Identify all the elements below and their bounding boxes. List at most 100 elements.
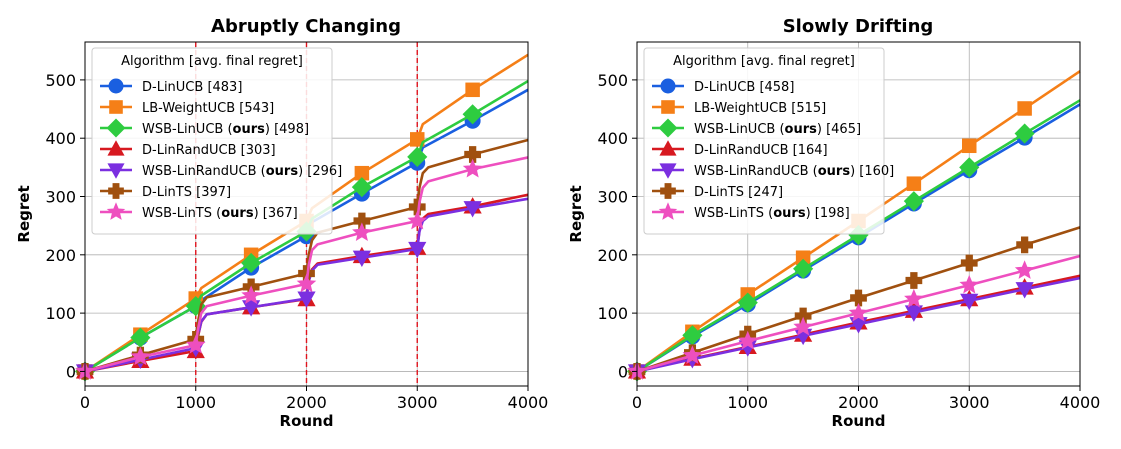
data-point-plus [1016,236,1033,254]
legend: Algorithm [avg. final regret] D-LinUCB [4… [91,47,342,235]
data-point-triangle-down [904,305,923,322]
legend-entry-text: LB-WeightUCB [543] [142,101,274,116]
y-tick-label: 400 [597,129,628,148]
y-tick-label: 300 [597,188,628,207]
data-point-triangle-down [408,241,427,259]
legend-box [643,47,885,235]
y-tick-label: 0 [66,362,76,381]
legend-entry-label: LB-WeightUCB [543] [142,101,274,116]
legend-entry-suffix: ) [465] [817,122,861,137]
legend-entry-text: D-LinRandUCB [164] [694,143,828,158]
legend-entry-bold: ours [818,164,851,179]
data-point-square [410,132,425,147]
data-point-star [462,158,483,178]
data-point-star [959,274,980,294]
chart-title: Abruptly Changing [211,16,401,37]
legend-marker-circle [108,78,124,94]
legend-entry-suffix: ) [498] [265,122,309,137]
legend-box [91,47,333,235]
legend-entry-label: WSB-LinRandUCB (ours) [296] [142,164,342,179]
legend-entry-text: WSB-LinRandUCB ( [694,164,818,179]
legend-marker-plus [660,183,676,199]
x-tick-label: 3000 [949,393,990,412]
y-axis-label: Regret [567,185,585,242]
x-tick-label: 2000 [838,393,879,412]
legend-entry-text: D-LinUCB [483] [142,80,242,95]
y-tick-label: 0 [618,362,628,381]
data-point-diamond [737,292,758,313]
data-point-diamond [793,258,814,279]
x-tick-label: 3000 [397,393,438,412]
data-point-triangle-down [960,293,979,311]
legend-entry-label: D-LinUCB [483] [142,80,242,95]
legend-entry-label: WSB-LinTS (ours) [198] [694,206,850,221]
legend-entry-text: WSB-LinUCB ( [694,122,785,137]
data-point-star [904,288,924,308]
legend-entry-bold: ours [773,206,806,221]
legend-entry-label: D-LinTS [247] [694,185,783,200]
data-point-plus [905,272,923,289]
data-point-triangle-down [463,201,482,218]
legend-entry-label: D-LinRandUCB [164] [694,143,828,158]
legend-entry-text: WSB-LinRandUCB ( [142,164,266,179]
data-point-star [682,345,703,365]
data-point-square [962,138,977,154]
data-point-star [1014,260,1035,279]
y-tick-label: 300 [45,188,76,207]
legend-marker-triangle-up [659,140,677,156]
data-point-triangle-down [297,291,316,308]
legend-entry-text: WSB-LinUCB ( [142,122,233,137]
legend-entry-suffix: ) [198] [806,206,850,221]
data-point-diamond [351,177,372,198]
x-tick-label: 1000 [175,393,216,412]
data-point-triangle-down [352,250,371,268]
x-tick-label: 0 [80,393,90,412]
data-point-triangle-down [1015,282,1034,299]
data-point-star [737,330,758,350]
data-point-diamond [407,146,428,167]
y-tick-label: 500 [45,71,76,90]
data-point-triangle-down [242,300,261,317]
legend-title: Algorithm [avg. final regret] [673,54,855,69]
chart-panel-2: 0 1000 2000 3000 4000 0 100 200 300 400 500 Slowly … [567,16,1100,430]
x-tick-label: 1000 [727,393,768,412]
legend-entry-suffix: ) [367] [254,206,298,221]
legend-entry-bold: ours [266,164,299,179]
legend-entry-text: WSB-LinTS ( [694,206,773,221]
data-point-plus [464,146,481,163]
legend-entry-text: D-LinUCB [458] [694,80,794,95]
legend-entry-bold: ours [221,206,254,221]
data-point-diamond [903,191,924,212]
y-tick-label: 100 [597,304,628,323]
data-point-star [241,285,261,304]
legend-entry-bold: ours [233,122,266,137]
legend-marker-plus [108,183,124,199]
data-point-star [407,210,428,230]
data-point-star [296,273,317,293]
legend-marker-triangle-up [107,140,125,156]
data-point-star [793,316,813,336]
legend-entry-bold: ours [785,122,818,137]
legend-entry-text: D-LinTS [397] [142,185,231,200]
y-axis-label: Regret [15,185,33,242]
legend-marker-triangle-down [659,163,677,179]
data-point-diamond [241,252,262,274]
data-point-star [352,222,372,241]
data-point-star [185,334,206,354]
legend-entry-label: LB-WeightUCB [515] [694,101,826,116]
legend-marker-square [661,100,675,114]
data-point-diamond [1014,123,1035,144]
legend-entry-label: WSB-LinTS (ours) [367] [142,206,298,221]
legend-marker-star [658,202,678,220]
data-point-plus [353,212,371,230]
legend-marker-diamond [106,118,126,138]
legend-entry-label: WSB-LinUCB (ours) [498] [142,122,309,137]
legend-entry-text: D-LinTS [247] [694,185,783,200]
data-point-square [1017,101,1032,116]
series-line-star [84,156,529,373]
legend-entry-label: D-LinTS [397] [142,185,231,200]
legend-marker-square [109,100,123,114]
legend-entry-text: WSB-LinTS ( [142,206,221,221]
legend-entry-suffix: ) [160] [850,164,894,179]
